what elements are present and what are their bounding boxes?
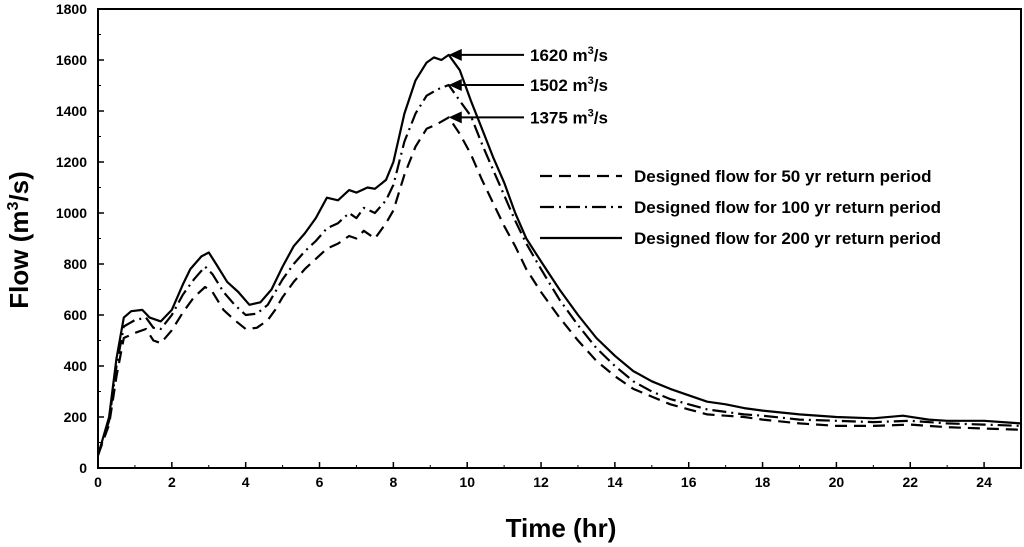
x-tick-label: 8 xyxy=(389,474,397,490)
x-tick-label: 12 xyxy=(533,474,549,490)
y-axis-label: Flow (m3/s) xyxy=(4,171,34,308)
x-tick-label: 4 xyxy=(242,474,250,490)
x-tick-label: 14 xyxy=(607,474,623,490)
peak-annotations: 1620 m3/s 1502 m3/s 1375 m3/s xyxy=(448,45,608,127)
annotation-arrowhead xyxy=(448,111,462,124)
x-tick-label: 6 xyxy=(316,474,324,490)
series-line-2 xyxy=(96,83,1022,456)
x-tick-label: 18 xyxy=(755,474,771,490)
x-tick-label: 10 xyxy=(459,474,475,490)
y-tick-label: 1200 xyxy=(56,154,87,170)
y-tick-label: 800 xyxy=(64,256,88,272)
x-axis-label: Time (hr) xyxy=(506,513,617,543)
y-tick-label: 1800 xyxy=(56,1,87,17)
series-line-1 xyxy=(96,116,1022,456)
y-tick-label: 400 xyxy=(64,358,88,374)
y-tick-label: 600 xyxy=(64,307,88,323)
y-tick-label: 1000 xyxy=(56,205,87,221)
y-axis-label-main: Flow (m xyxy=(4,211,34,309)
legend-label-2: Designed flow for 100 yr return period xyxy=(634,198,941,217)
legend-label-3: Designed flow for 200 yr return period xyxy=(634,229,941,248)
y-tick-label: 1600 xyxy=(56,52,87,68)
legend: Designed flow for 50 yr return period Des… xyxy=(540,167,941,248)
annotation-arrowhead xyxy=(448,48,462,61)
legend-label-1: Designed flow for 50 yr return period xyxy=(634,167,932,186)
y-tick-label: 1400 xyxy=(56,103,87,119)
annotation-label-3: 1375 m3/s xyxy=(530,107,608,127)
annotation-arrowhead xyxy=(448,78,462,91)
series-group xyxy=(96,53,1022,456)
x-tick-label: 16 xyxy=(681,474,697,490)
annotation-label-1: 1620 m3/s xyxy=(530,45,608,65)
y-axis-label-sup: 3 xyxy=(5,202,22,211)
x-tick-label: 22 xyxy=(902,474,918,490)
annotation-label-2: 1502 m3/s xyxy=(530,75,608,95)
x-tick-label: 2 xyxy=(168,474,176,490)
x-tick-label: 24 xyxy=(976,474,992,490)
series-line-3 xyxy=(96,53,1022,456)
axis-ticks: 0 2 4 6 8 10 12 14 16 18 20 22 240200400600800100012… xyxy=(56,1,992,490)
x-tick-label: 0 xyxy=(94,474,102,490)
y-tick-label: 200 xyxy=(64,409,88,425)
x-tick-label: 20 xyxy=(829,474,845,490)
y-axis-label-tail: /s) xyxy=(4,171,34,201)
y-tick-label: 0 xyxy=(79,460,87,476)
